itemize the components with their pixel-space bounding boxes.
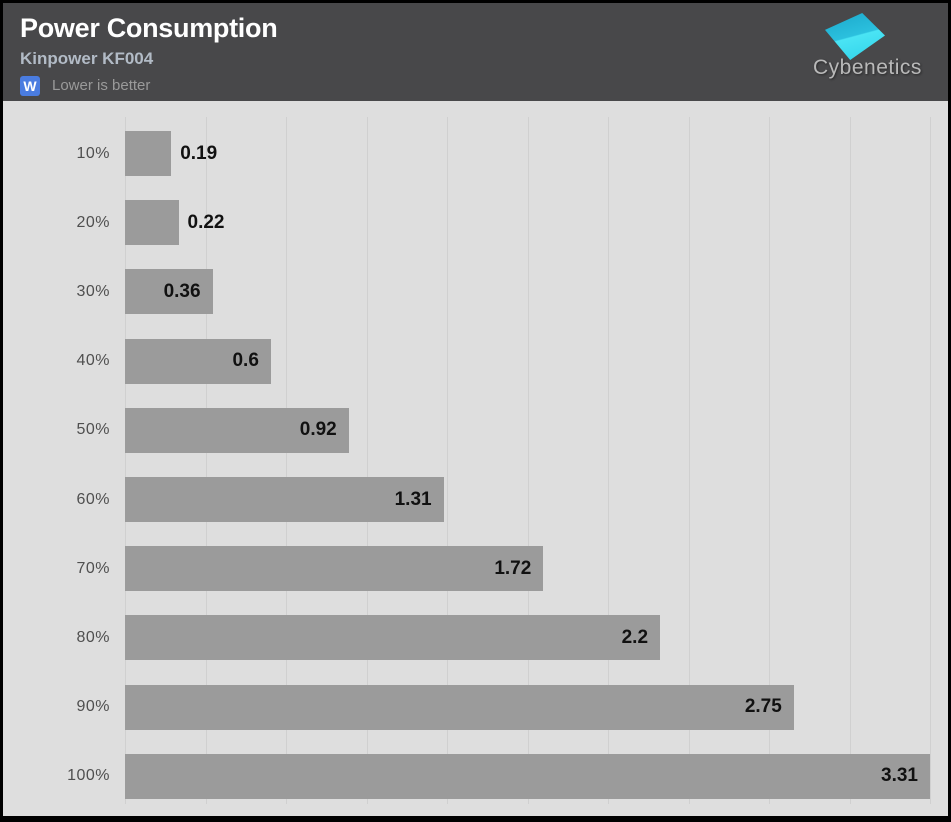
category-label: 50% xyxy=(76,421,110,439)
chart-row: 40% 0.6 xyxy=(3,327,948,396)
chart-row: 50% 0.92 xyxy=(3,396,948,465)
chart-row: 100% 3.31 xyxy=(3,742,948,811)
value-label: 3.31 xyxy=(881,765,918,787)
bar: 2.2 xyxy=(125,615,661,661)
bar-track: 0.22 xyxy=(125,200,930,246)
chart-subtitle: Kinpower KF004 xyxy=(20,48,154,68)
chart-header: Power Consumption Kinpower KF004 W Lower… xyxy=(3,3,948,101)
chart-row: 60% 1.31 xyxy=(3,465,948,534)
value-label: 0.6 xyxy=(232,350,259,372)
bar-track: 0.36 xyxy=(125,269,930,315)
bar-track: 2.2 xyxy=(125,615,930,661)
bar: 3.31 xyxy=(125,753,930,799)
category-label: 70% xyxy=(76,559,110,577)
chart-row: 90% 2.75 xyxy=(3,673,948,742)
chart-row: 80% 2.2 xyxy=(3,603,948,672)
chart-row: 30% 0.36 xyxy=(3,257,948,326)
chart-row: 70% 1.72 xyxy=(3,534,948,603)
bar-track: 1.72 xyxy=(125,546,930,592)
value-label: 0.36 xyxy=(163,280,201,302)
bar-track: 2.75 xyxy=(125,684,930,730)
value-label: 1.31 xyxy=(394,488,432,510)
bar: 2.75 xyxy=(125,684,794,730)
bar: 0.6 xyxy=(125,338,271,384)
bar xyxy=(125,200,179,246)
category-label: 10% xyxy=(76,144,110,162)
category-label: 100% xyxy=(67,767,110,785)
chart-rows: 10% 0.19 20% 0.22 30% 0.36 40% 0.6 50% 0.92 60% 1.3… xyxy=(3,101,948,811)
bar: 0.92 xyxy=(125,407,349,453)
chart-title: Power Consumption xyxy=(20,13,278,43)
brand-logo: Cybenetics xyxy=(813,13,935,80)
bar: 1.72 xyxy=(125,546,544,592)
brand-name: Cybenetics xyxy=(813,56,922,79)
category-label: 60% xyxy=(76,490,110,508)
value-label: 1.72 xyxy=(494,557,532,579)
bar: 0.36 xyxy=(125,269,213,315)
value-label: 0.19 xyxy=(180,142,218,164)
category-label: 40% xyxy=(76,352,110,370)
bar xyxy=(125,131,172,177)
bar: 1.31 xyxy=(125,477,444,523)
category-label: 90% xyxy=(76,698,110,716)
value-label: 0.92 xyxy=(299,419,337,441)
bar-track: 1.31 xyxy=(125,477,930,523)
category-label: 30% xyxy=(76,282,110,300)
bar-track: 0.92 xyxy=(125,407,930,453)
value-label: 0.22 xyxy=(187,211,225,233)
note-row: W Lower is better xyxy=(20,75,948,96)
lower-is-better-note: Lower is better xyxy=(52,77,151,95)
chart-row: 20% 0.22 xyxy=(3,188,948,257)
category-label: 80% xyxy=(76,628,110,646)
category-label: 20% xyxy=(76,213,110,231)
plot-area: 10% 0.19 20% 0.22 30% 0.36 40% 0.6 50% 0.92 60% 1.3… xyxy=(3,101,948,816)
bar-track: 0.19 xyxy=(125,131,930,177)
watt-unit-badge: W xyxy=(20,75,40,96)
chart-row: 10% 0.19 xyxy=(3,119,948,188)
value-label: 2.2 xyxy=(621,626,649,648)
value-label: 2.75 xyxy=(744,696,782,718)
cybenetics-logo-icon xyxy=(825,13,885,60)
bar-track: 0.6 xyxy=(125,338,930,384)
bar-track: 3.31 xyxy=(125,753,930,799)
